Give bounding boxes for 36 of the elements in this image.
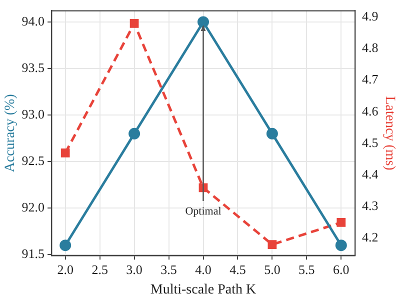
y2-tick-label: 4.5 [362,134,378,150]
x-tick-label: 6.0 [333,262,350,277]
y-tick-label: 93.0 [22,106,45,122]
x-tick-label: 3.5 [160,262,177,277]
x-tick-label: 3.0 [126,262,142,277]
point [336,218,346,227]
point [266,128,278,140]
point [130,19,139,28]
y2-axis-title: Latency (ms) [382,96,397,171]
y-tick-label: 94.0 [22,13,45,28]
point [268,240,277,249]
y-axis-title: Accuracy (%) [3,94,18,172]
x-tick-label: 2.5 [92,262,108,277]
y2-tick-label: 4.3 [362,198,378,214]
x-tick-label: 4.5 [230,262,246,277]
y-tick-label: 93.5 [22,60,45,75]
x-tick-label: 4.0 [195,262,212,277]
y2-tick-label: 4.4 [362,166,379,182]
x-tick-label: 5.5 [298,262,315,277]
y2-tick-label: 4.9 [362,8,378,24]
point [128,128,140,140]
point [335,240,347,252]
y-tick-label: 91.5 [22,246,45,262]
x-tick-label: 2.0 [57,262,74,277]
point [60,240,72,252]
x-axis-title: Multi-scale Path K [150,282,256,298]
point [60,148,70,158]
y2-tick-label: 4.2 [362,230,378,245]
annotation: Optimal [185,205,222,218]
x-tick-label: 5.0 [264,262,280,277]
y-tick-label: 92.5 [22,153,45,168]
y2-tick-label: 4.8 [362,40,378,56]
point [198,16,209,28]
y2-tick-label: 4.6 [362,103,379,118]
y2-tick-label: 4.7 [362,72,379,87]
y-tick-label: 92.0 [22,200,45,215]
